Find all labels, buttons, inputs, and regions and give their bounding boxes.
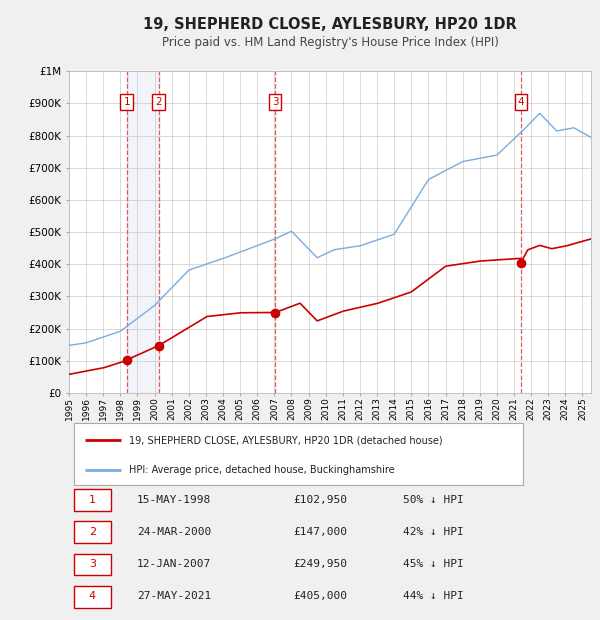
Text: 27-MAY-2021: 27-MAY-2021 xyxy=(137,591,211,601)
Bar xyxy=(74,521,111,543)
Text: 45% ↓ HPI: 45% ↓ HPI xyxy=(403,559,464,569)
Text: 1: 1 xyxy=(89,495,96,505)
Text: 12-JAN-2007: 12-JAN-2007 xyxy=(137,559,211,569)
Bar xyxy=(74,489,111,511)
Text: £102,950: £102,950 xyxy=(293,495,347,505)
Text: 3: 3 xyxy=(272,97,278,107)
Text: 2: 2 xyxy=(155,97,162,107)
Bar xyxy=(74,586,111,608)
Text: 24-MAR-2000: 24-MAR-2000 xyxy=(137,527,211,537)
Text: 19, SHEPHERD CLOSE, AYLESBURY, HP20 1DR: 19, SHEPHERD CLOSE, AYLESBURY, HP20 1DR xyxy=(143,17,517,32)
Text: £249,950: £249,950 xyxy=(293,559,347,569)
Text: 4: 4 xyxy=(89,591,96,601)
Bar xyxy=(74,554,111,575)
Text: 15-MAY-1998: 15-MAY-1998 xyxy=(137,495,211,505)
Text: Price paid vs. HM Land Registry's House Price Index (HPI): Price paid vs. HM Land Registry's House … xyxy=(161,36,499,48)
Text: 50% ↓ HPI: 50% ↓ HPI xyxy=(403,495,464,505)
Text: 2: 2 xyxy=(89,527,96,537)
Text: HPI: Average price, detached house, Buckinghamshire: HPI: Average price, detached house, Buck… xyxy=(129,464,395,474)
Text: 42% ↓ HPI: 42% ↓ HPI xyxy=(403,527,464,537)
Bar xyxy=(74,423,523,485)
Text: 4: 4 xyxy=(518,97,524,107)
Text: 3: 3 xyxy=(89,559,96,569)
Text: 19, SHEPHERD CLOSE, AYLESBURY, HP20 1DR (detached house): 19, SHEPHERD CLOSE, AYLESBURY, HP20 1DR … xyxy=(129,435,443,445)
Text: £405,000: £405,000 xyxy=(293,591,347,601)
Text: 1: 1 xyxy=(124,97,130,107)
Bar xyxy=(127,71,158,393)
Text: 44% ↓ HPI: 44% ↓ HPI xyxy=(403,591,464,601)
Text: £147,000: £147,000 xyxy=(293,527,347,537)
